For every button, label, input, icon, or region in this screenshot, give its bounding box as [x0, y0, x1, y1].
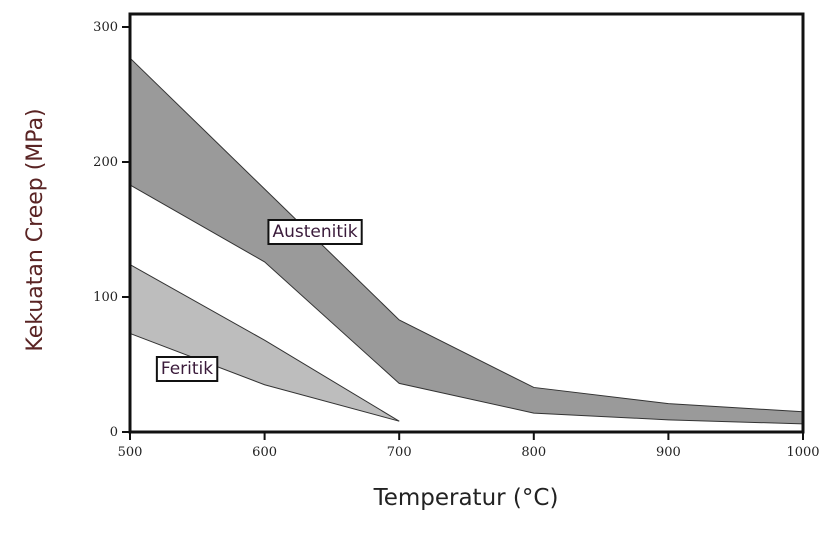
y-axis-title: Kekuatan Creep (MPa)	[23, 108, 48, 351]
band-area	[130, 58, 803, 424]
y-tick-label: 200	[93, 155, 118, 170]
x-tick-label: 800	[521, 445, 546, 460]
x-tick-label: 1000	[786, 445, 819, 460]
label-box	[267, 219, 363, 245]
band-area	[130, 264, 400, 422]
band-lower	[129, 332, 400, 422]
band-upper	[129, 264, 400, 422]
x-tick-label: 600	[252, 445, 277, 460]
plot-frame	[128, 12, 805, 434]
x-tick-label: 700	[387, 445, 412, 460]
band-lower	[129, 184, 804, 425]
y-tick-label: 100	[93, 290, 118, 305]
x-tick-label: 500	[118, 445, 143, 460]
series-label: Austenitik	[272, 222, 357, 242]
series-label: Feritik	[161, 359, 213, 379]
x-tick-label: 900	[656, 445, 681, 460]
band-upper	[129, 57, 804, 413]
label-box	[155, 356, 219, 382]
y-tick-label: 0	[110, 425, 118, 440]
x-axis-title: Temperatur (°C)	[373, 485, 559, 511]
y-tick-label: 300	[93, 20, 118, 35]
